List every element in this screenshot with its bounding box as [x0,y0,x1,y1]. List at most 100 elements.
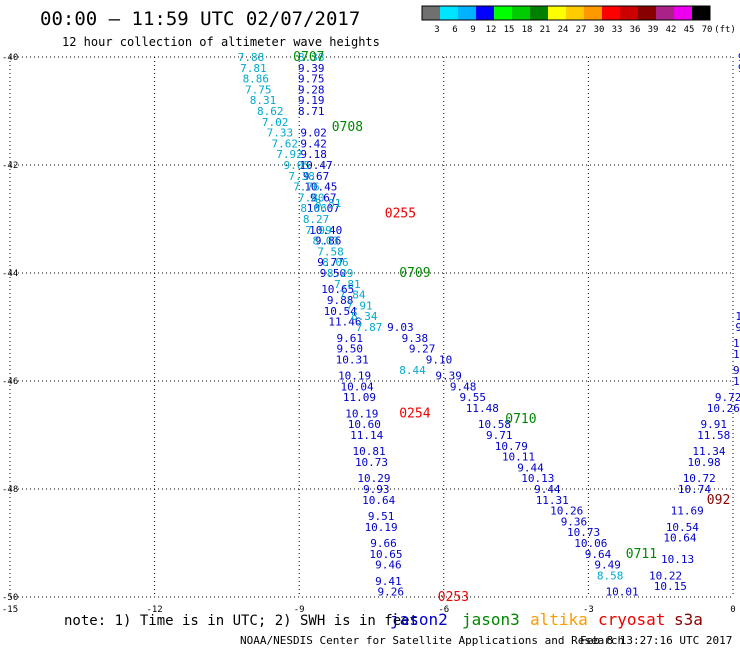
swh-value: 7.88 [238,51,265,64]
swh-value: 8.66 [300,202,327,215]
swh-value: 8.27 [303,213,330,226]
timestamp: Feb 8 13:27:16 UTC 2017 [580,634,732,647]
swh-value: 7.58 [317,245,344,258]
swh-value: 7.75 [245,83,272,96]
colorbar-label: 42 [666,25,677,35]
y-tick-label: -44 [2,269,18,279]
chart-subtitle: 12 hour collection of altimeter wave hei… [62,35,380,49]
pass-time-label: 0709 [399,266,430,281]
swh-value: 10.72 [683,472,716,485]
swh-value: 7.84 [339,289,366,302]
swh-value: 7.92 [276,148,303,161]
swh-value: 9.05 [284,159,311,172]
colorbar-frame [421,5,711,21]
swh-value: 10.64 [362,494,395,507]
swh-value: 9.28 [298,83,325,96]
colorbar-swatch [620,6,638,20]
swh-value: 10.79 [495,440,528,453]
chart-title: 00:00 – 11:59 UTC 02/07/2017 [40,8,360,30]
swh-value: 10.47 [300,159,333,172]
colorbar-label: 21 [540,25,551,35]
swh-value: 9.91 [700,418,727,431]
swh-value: 10.11 [502,451,535,464]
colorbar-label: 18 [522,25,533,35]
swh-value: 9.64 [585,548,612,561]
swh-value: 7.87 [356,321,383,334]
swh-value: 9.49 [594,559,621,572]
swh-value: 9.66 [370,537,397,550]
satellite-legend-item: altika [530,610,588,629]
colorbar-label: 27 [576,25,587,35]
swh-value: 7.99 [305,224,332,237]
x-tick-label: -15 [2,605,18,615]
swh-value: 10.73 [567,526,600,539]
swh-value: 7.81 [240,62,267,75]
swh-value: 10.07 [307,202,340,215]
swh-value: 8.71 [298,105,325,118]
swh-value: 9.41 [375,575,402,588]
swh-value: 11.69 [671,505,704,518]
swh-value: 9.71 [486,429,513,442]
swh-value: 8.81 [315,197,342,210]
swh-value: 10. [733,337,740,350]
satellite-legend-item: jason3 [462,610,520,629]
colorbar-label: 70 [702,25,713,35]
y-tick-label: -50 [2,593,18,603]
swh-value: 7.38 [288,170,315,183]
pass-time-label: 092 [707,493,730,508]
colorbar-label: 12 [486,25,497,35]
swh-value: 8.58 [597,569,624,582]
y-tick-label: -48 [2,485,18,495]
swh-value: 10.26 [707,402,740,415]
colorbar-swatch [476,6,494,20]
colorbar-label: 36 [630,25,641,35]
swh-value: 7.91 [346,299,373,312]
swh-value: 9.02 [300,127,327,140]
swh-value: 10.40 [309,224,342,237]
swh-value: 10.73 [355,456,388,469]
swh-value: 10.04 [340,380,373,393]
pass-labels: 0707 0708 0255 0709 0254 0710 0711 0253 092 [293,50,730,605]
swh-value: 10.19 [338,370,371,383]
swh-value: 10.06 [574,537,607,550]
axis-ticks: -40 -42 -44 -46 -48 -50 -15 -12 -9 -6 -3 0 [2,53,736,615]
colorbar-swatch [458,6,476,20]
swh-value: 9.50 [320,267,347,280]
swh-value: 9 [735,321,740,334]
swh-value: 10.29 [357,472,390,485]
swh-value: 10.19 [365,521,398,534]
colorbar-swatch [584,6,602,20]
colorbar-label: 30 [594,25,605,35]
colorbar-swatch [548,6,566,20]
swh-value: 7.62 [271,137,298,150]
swh-value: 9.42 [300,137,327,150]
colorbar-label: 3 [434,25,439,35]
swh-value: 10.15 [654,580,687,593]
swh-value: 11.48 [466,402,499,415]
colorbar-label: 6 [452,25,457,35]
pass-time-label: 0711 [626,547,657,562]
x-tick-label: 0 [730,605,735,615]
swh-value: 9.10 [426,353,453,366]
swh-value: 10.19 [345,407,378,420]
swh-value: 8.31 [250,94,277,107]
swh-value: 9.55 [459,391,486,404]
color-scale-legend: 3 6 9 12 15 18 21 24 27 30 33 36 39 42 45 70 (ft) [421,5,736,35]
swh-value: 10.60 [348,418,381,431]
y-tick-label: -42 [2,161,18,171]
swh-value: 9.86 [315,235,342,248]
plot-grid [9,56,734,598]
colorbar-swatch [692,6,710,20]
swh-value: 9. [738,51,740,64]
swh-value: 9.26 [378,586,405,599]
swh-value: 9.44 [534,483,561,496]
swh-value: 10.45 [304,181,337,194]
units-note: note: 1) Time is in UTC; 2) SWH is in fe… [64,613,418,629]
swh-value: 11.09 [343,391,376,404]
swh-value: 9.48 [450,380,477,393]
colorbar-swatch [656,6,674,20]
x-tick-label: -9 [294,605,305,615]
swh-value: 9.29 [733,364,740,377]
swh-value: 10.13 [661,553,694,566]
